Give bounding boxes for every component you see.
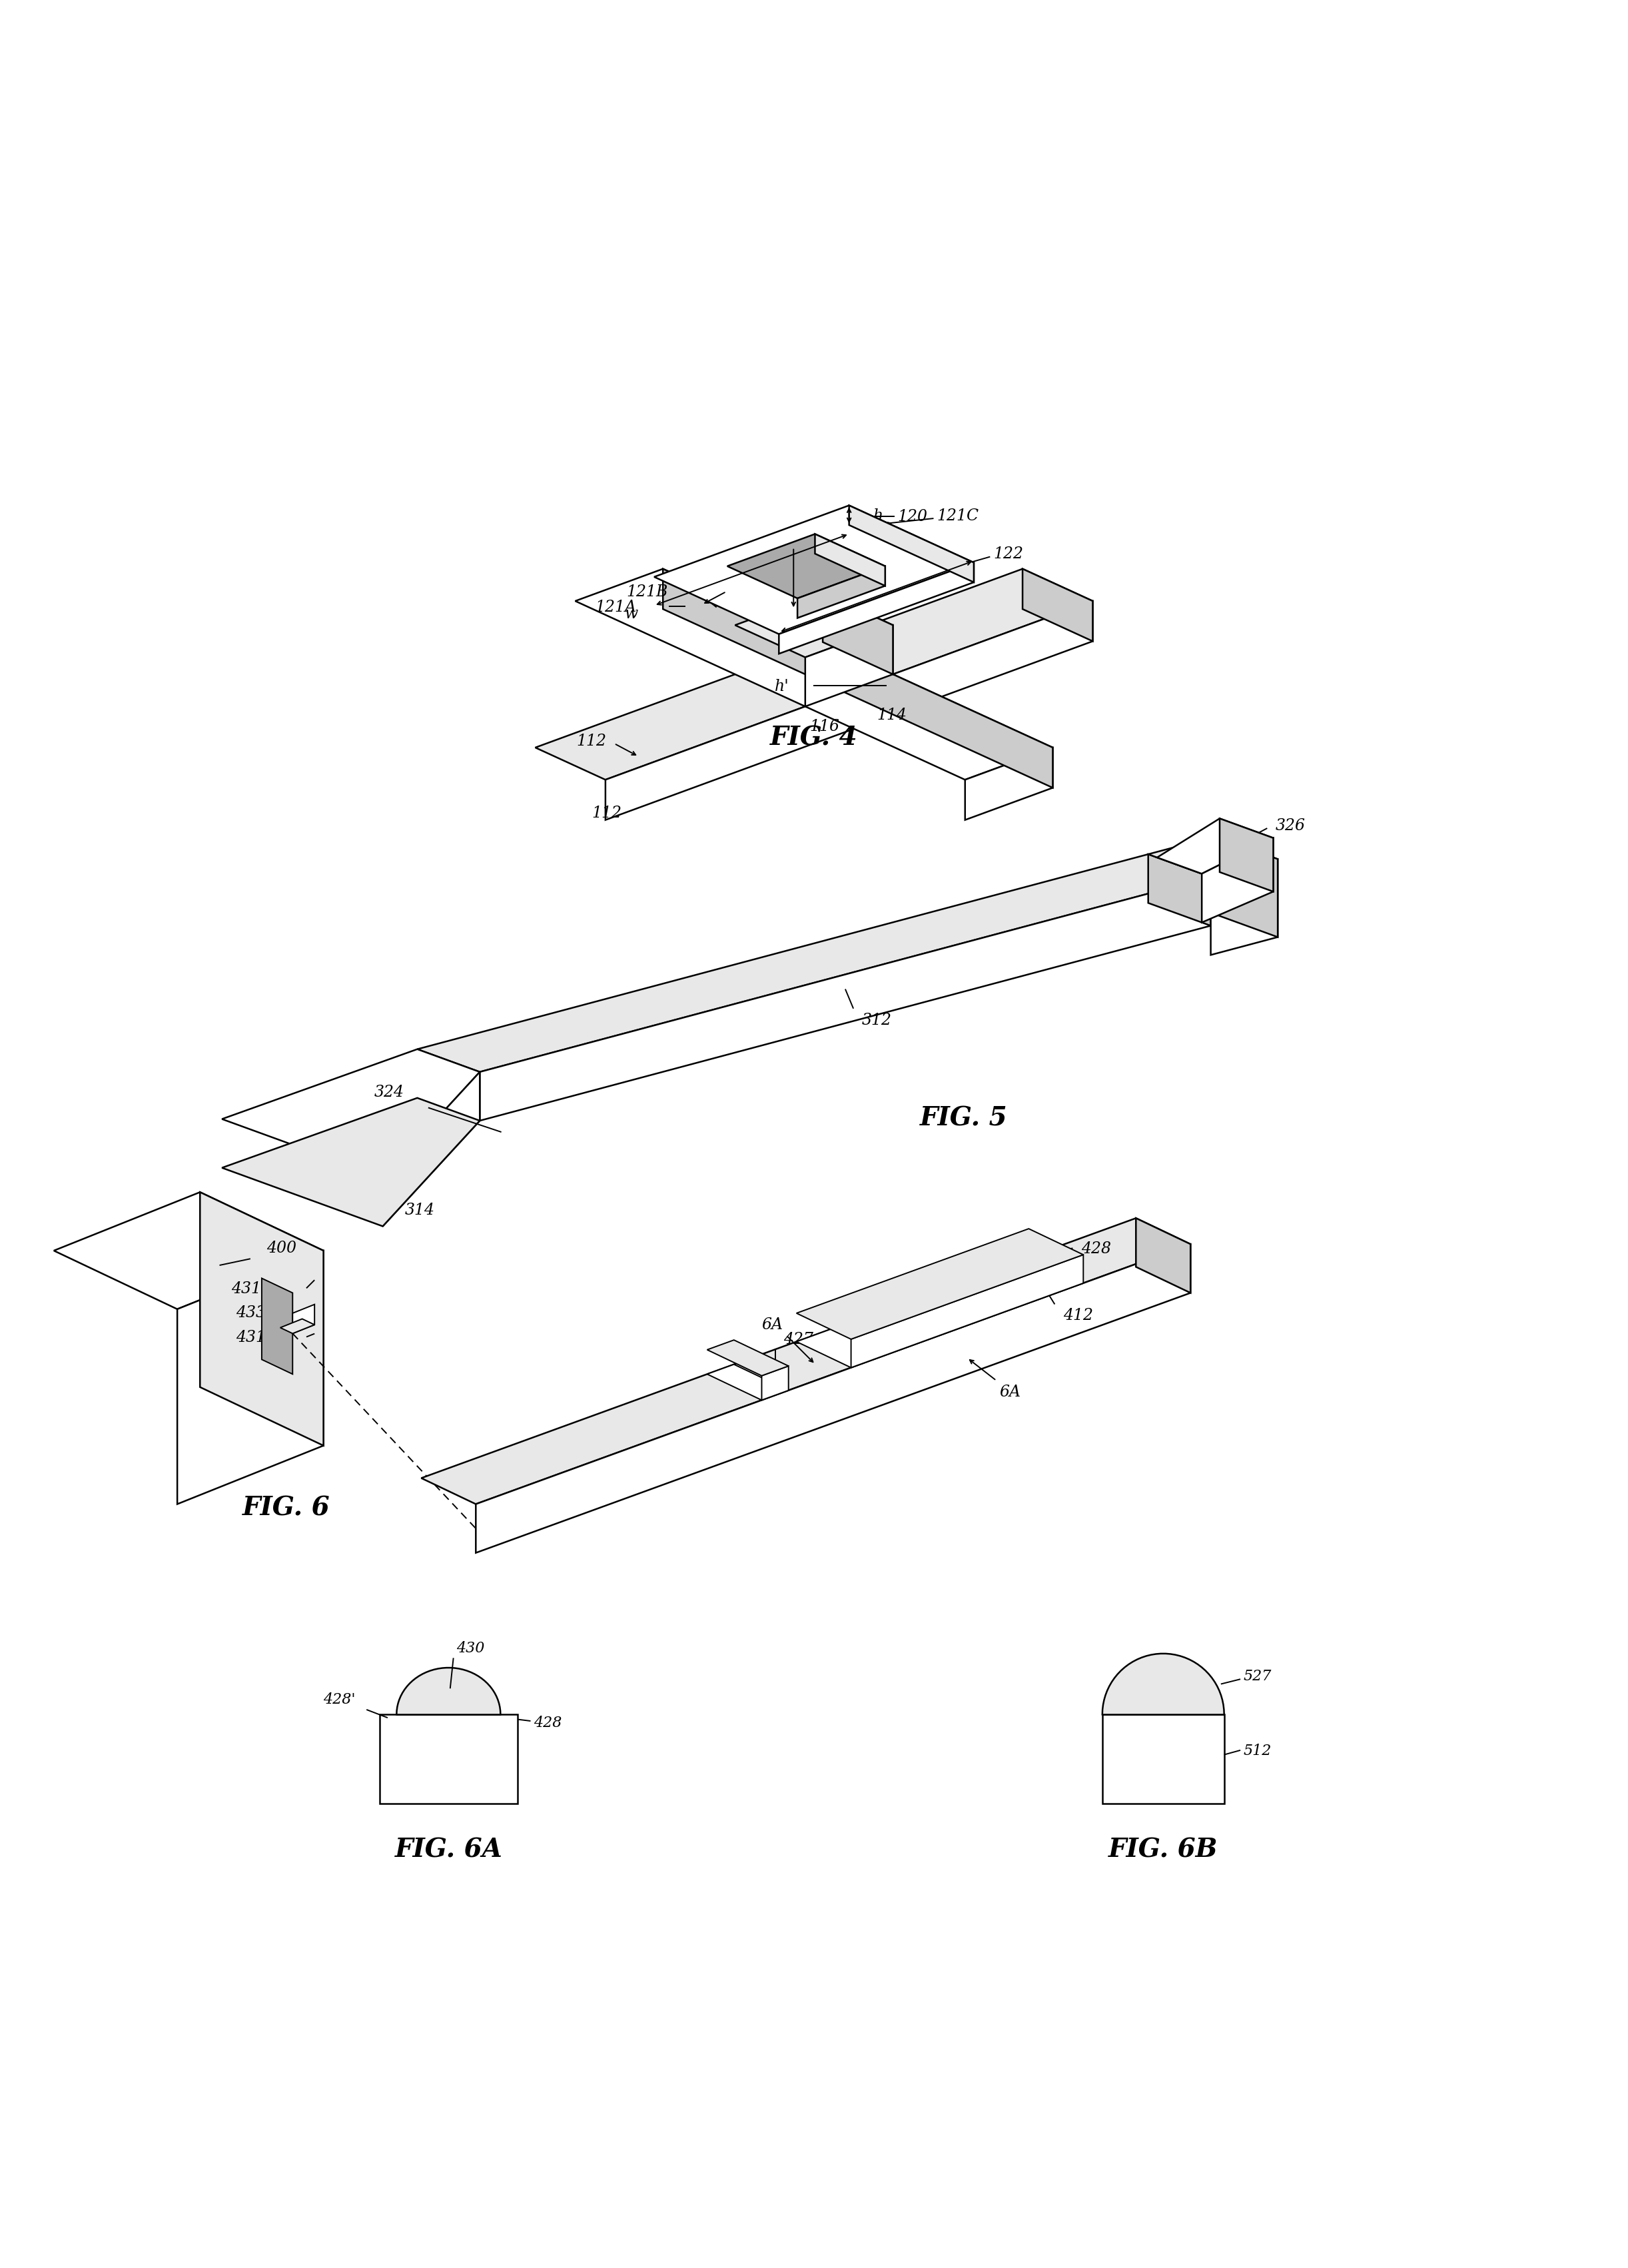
Polygon shape <box>536 569 1092 780</box>
Polygon shape <box>379 1715 518 1803</box>
Polygon shape <box>280 1320 314 1334</box>
Text: 431: 431 <box>236 1329 265 1345</box>
Text: h': h' <box>775 678 790 694</box>
Polygon shape <box>816 535 886 587</box>
Polygon shape <box>1219 819 1273 891</box>
Text: 116: 116 <box>809 719 840 733</box>
Polygon shape <box>850 506 974 583</box>
Polygon shape <box>798 567 886 619</box>
Polygon shape <box>1136 1218 1190 1293</box>
Text: h: h <box>874 508 884 524</box>
Polygon shape <box>1102 1715 1224 1803</box>
Text: 430: 430 <box>457 1640 485 1656</box>
Text: 121C: 121C <box>936 508 978 524</box>
Polygon shape <box>475 1245 1190 1554</box>
Polygon shape <box>221 1098 480 1227</box>
Text: 112: 112 <box>591 805 622 821</box>
Polygon shape <box>417 855 1211 1073</box>
Text: 120: 120 <box>897 508 928 524</box>
Text: FIG. 6: FIG. 6 <box>243 1495 330 1520</box>
Polygon shape <box>200 1193 324 1445</box>
Text: 428: 428 <box>534 1715 562 1730</box>
Text: 433: 433 <box>236 1304 265 1320</box>
Text: FIG. 4: FIG. 4 <box>770 726 858 751</box>
Text: 6A: 6A <box>1000 1383 1021 1399</box>
Polygon shape <box>762 1365 788 1399</box>
Polygon shape <box>54 1193 324 1309</box>
Text: t: t <box>796 526 803 542</box>
Polygon shape <box>177 1252 324 1504</box>
Polygon shape <box>1102 1653 1224 1715</box>
Text: 6A: 6A <box>762 1318 783 1331</box>
Polygon shape <box>293 1304 314 1334</box>
Polygon shape <box>654 506 974 635</box>
Polygon shape <box>965 748 1053 821</box>
Polygon shape <box>1201 839 1273 923</box>
Polygon shape <box>1211 860 1278 955</box>
Text: 412: 412 <box>1063 1309 1092 1322</box>
Polygon shape <box>663 569 1053 789</box>
Polygon shape <box>707 1365 788 1399</box>
Text: 430: 430 <box>894 1286 925 1302</box>
Polygon shape <box>736 594 892 658</box>
Text: 427: 427 <box>783 1331 814 1347</box>
Text: 314: 314 <box>405 1202 435 1218</box>
Text: 112: 112 <box>734 581 765 596</box>
Text: 316: 316 <box>1239 844 1270 860</box>
Polygon shape <box>707 1340 788 1377</box>
Text: 400: 400 <box>267 1241 296 1256</box>
Polygon shape <box>397 1667 500 1715</box>
Text: 112: 112 <box>576 733 606 748</box>
Polygon shape <box>822 594 892 676</box>
Polygon shape <box>778 562 974 653</box>
Polygon shape <box>575 569 1053 780</box>
Text: 512: 512 <box>1244 1744 1271 1758</box>
Text: FIG. 5: FIG. 5 <box>920 1105 1008 1129</box>
Polygon shape <box>1158 819 1273 873</box>
Polygon shape <box>606 601 1092 821</box>
Text: 114: 114 <box>877 708 907 723</box>
Text: L: L <box>884 562 895 578</box>
Polygon shape <box>1022 569 1092 642</box>
Text: FIG. 6B: FIG. 6B <box>1109 1837 1218 1862</box>
Polygon shape <box>262 1279 293 1374</box>
Polygon shape <box>422 1218 1190 1504</box>
Polygon shape <box>796 1229 1083 1340</box>
Polygon shape <box>480 878 1211 1120</box>
Text: w: w <box>625 606 638 621</box>
Polygon shape <box>383 1073 480 1227</box>
Polygon shape <box>728 535 886 599</box>
Polygon shape <box>1148 837 1278 878</box>
Text: 121A: 121A <box>596 599 637 615</box>
Polygon shape <box>221 1050 480 1177</box>
Text: 527: 527 <box>1244 1669 1271 1683</box>
Text: 312: 312 <box>861 1012 892 1027</box>
Text: 121B: 121B <box>627 583 667 599</box>
Polygon shape <box>1214 837 1278 937</box>
Text: 122: 122 <box>993 547 1024 562</box>
Polygon shape <box>796 1256 1083 1368</box>
Text: 428': 428' <box>322 1692 355 1706</box>
Text: 431': 431' <box>231 1281 265 1295</box>
Text: FIG. 6A: FIG. 6A <box>394 1837 503 1862</box>
Polygon shape <box>806 626 892 708</box>
Text: 428: 428 <box>1081 1241 1110 1256</box>
Polygon shape <box>1148 855 1211 925</box>
Text: 121D: 121D <box>850 522 894 538</box>
Text: 326: 326 <box>1275 819 1306 832</box>
Text: 324: 324 <box>374 1084 404 1100</box>
Polygon shape <box>851 1254 1083 1368</box>
